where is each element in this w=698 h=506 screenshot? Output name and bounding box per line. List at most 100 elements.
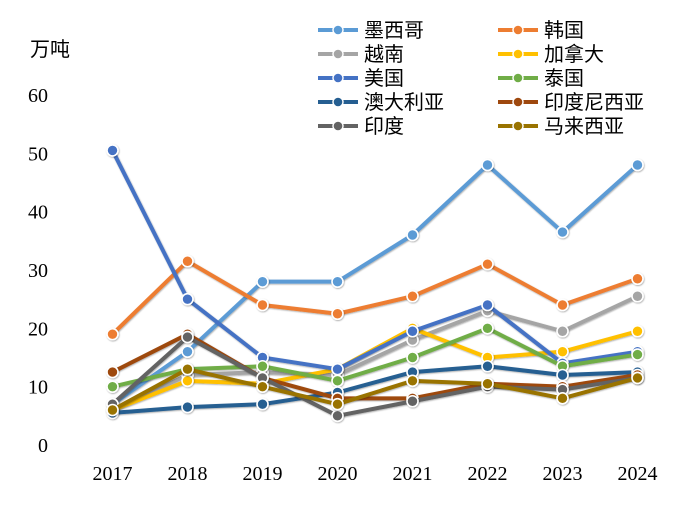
- legend-item: 越南: [318, 43, 404, 66]
- data-point: [331, 374, 344, 388]
- data-point: [556, 368, 569, 382]
- data-point: [181, 374, 194, 388]
- data-point: [331, 397, 344, 411]
- data-point: [481, 322, 494, 335]
- data-point: [106, 380, 119, 393]
- series-line: [110, 335, 640, 418]
- legend-label: 印度: [364, 115, 404, 138]
- data-point: [631, 348, 644, 361]
- series-line: [110, 364, 640, 415]
- y-tick-label: 50: [28, 143, 48, 165]
- data-point: [181, 400, 194, 414]
- data-point: [556, 345, 569, 358]
- legend-label: 美国: [364, 67, 404, 90]
- data-point: [556, 324, 569, 338]
- x-tick-label: 2022: [468, 463, 508, 485]
- legend-item: 加拿大: [498, 42, 604, 66]
- series-line: [110, 367, 640, 412]
- data-point: [481, 359, 494, 373]
- data-point: [331, 307, 344, 321]
- data-point: [256, 298, 269, 312]
- data-point: [106, 403, 119, 417]
- x-tick-label: 2019: [243, 463, 283, 485]
- data-point: [331, 275, 344, 288]
- data-point: [181, 362, 194, 376]
- data-point: [256, 397, 269, 411]
- series-line: [110, 259, 640, 337]
- data-point: [406, 394, 419, 408]
- data-point: [106, 327, 119, 341]
- legend-item: 韩国: [498, 19, 584, 42]
- data-point: [631, 289, 644, 303]
- series-line: [110, 326, 640, 389]
- axis-layer: 0 10 20 30 40 50 60 2017 2018 2019 2020 2021 2022 202…: [28, 85, 658, 485]
- y-tick-label: 20: [28, 318, 48, 340]
- data-point: [256, 275, 269, 288]
- legend-swatch-marker: [332, 24, 344, 36]
- data-point: [256, 380, 269, 393]
- legend-item: 泰国: [498, 67, 584, 90]
- legend-swatch-marker: [332, 48, 344, 60]
- data-point: [406, 374, 419, 388]
- legend-label: 越南: [364, 43, 404, 66]
- y-tick-label: 30: [28, 260, 48, 282]
- series-line: [110, 294, 640, 412]
- y-tick-label: 60: [28, 85, 48, 107]
- legend-item: 马来西亚: [498, 115, 624, 138]
- legend-label: 韩国: [544, 19, 584, 42]
- data-point: [406, 228, 419, 242]
- y-tick-label: 10: [28, 377, 48, 399]
- legend-label: 澳大利亚: [364, 91, 444, 114]
- series-line: [110, 148, 640, 372]
- x-tick-label: 2017: [93, 463, 133, 485]
- x-tick-label: 2023: [543, 463, 583, 485]
- legend-item: 美国: [318, 67, 404, 90]
- legend-swatch-marker: [512, 24, 524, 36]
- x-tick-label: 2024: [618, 463, 658, 485]
- legend-swatch-marker: [512, 96, 524, 108]
- data-point: [106, 365, 119, 379]
- data-point: [481, 158, 494, 172]
- legend-item: 墨西哥: [318, 20, 424, 42]
- legend-swatch-marker: [512, 120, 524, 132]
- legend-label: 马来西亚: [544, 115, 624, 138]
- legend-label: 印度尼西亚: [544, 91, 644, 114]
- legend-item: 印度尼西亚: [498, 91, 644, 114]
- data-point: [181, 330, 194, 344]
- legend-swatch-marker: [512, 48, 524, 60]
- legend-item: 印度: [318, 115, 404, 138]
- data-point: [481, 257, 494, 271]
- data-point: [406, 289, 419, 303]
- legend-label: 泰国: [544, 67, 584, 90]
- data-point: [331, 409, 344, 423]
- legend-label: 加拿大: [544, 42, 604, 66]
- x-tick-label: 2021: [393, 463, 433, 485]
- data-point: [331, 362, 344, 376]
- data-point: [631, 324, 644, 338]
- data-point: [631, 158, 644, 172]
- data-point: [181, 254, 194, 268]
- data-point: [181, 292, 194, 306]
- legend-swatch-marker: [332, 72, 344, 84]
- data-point: [556, 298, 569, 312]
- data-point: [106, 144, 119, 157]
- data-point: [631, 272, 644, 286]
- series-1: [106, 254, 644, 341]
- data-point: [406, 351, 419, 364]
- legend-swatch-marker: [512, 72, 524, 84]
- y-tick-label: 40: [28, 202, 48, 224]
- y-axis-unit-label: 万吨: [30, 38, 70, 61]
- data-point: [256, 359, 269, 373]
- data-point: [481, 298, 494, 312]
- series-layer: [106, 144, 644, 423]
- data-point: [181, 345, 194, 358]
- legend-item: 澳大利亚: [318, 91, 444, 114]
- data-point: [556, 225, 569, 239]
- x-tick-label: 2018: [168, 463, 208, 485]
- legend-swatch-marker: [332, 96, 344, 108]
- legend-swatch-marker: [332, 120, 344, 132]
- series-line: [110, 332, 640, 401]
